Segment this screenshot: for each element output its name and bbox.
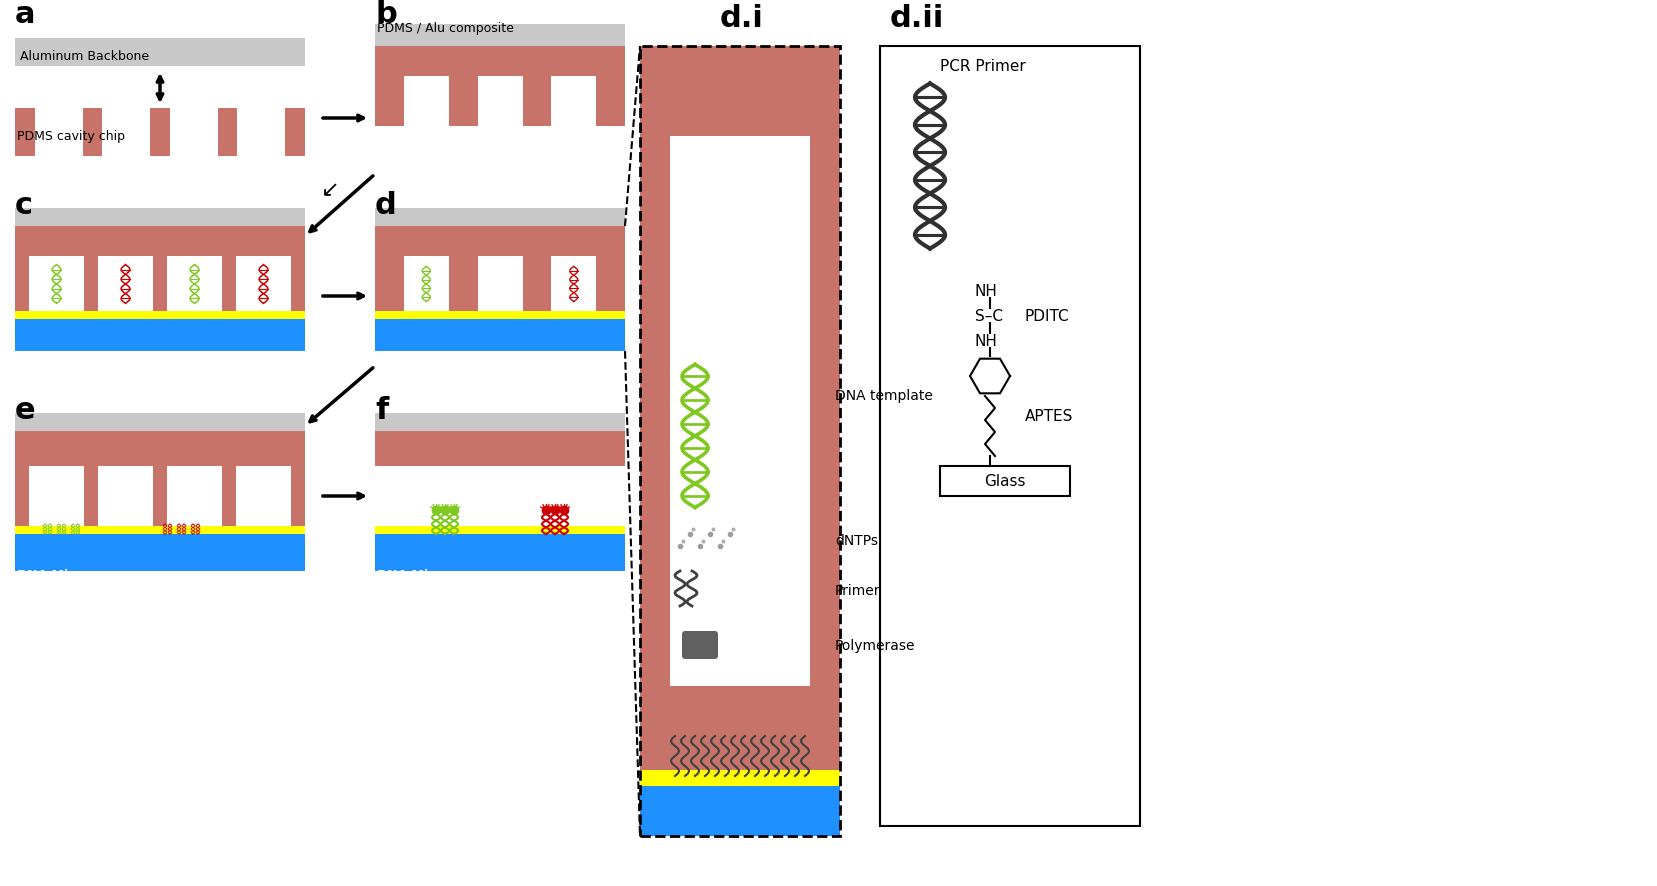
- Bar: [374, 76, 625, 126]
- Bar: [30, 466, 85, 526]
- Bar: [374, 534, 625, 571]
- Bar: [640, 46, 840, 836]
- Bar: [374, 208, 625, 226]
- Bar: [880, 46, 1140, 826]
- Bar: [640, 770, 840, 786]
- Bar: [30, 256, 85, 311]
- Bar: [15, 208, 305, 226]
- Bar: [237, 108, 285, 156]
- Text: PDITC: PDITC: [1026, 308, 1070, 323]
- Bar: [167, 466, 222, 526]
- Bar: [15, 226, 305, 256]
- Bar: [15, 311, 305, 319]
- Text: PCR Primer: PCR Primer: [940, 58, 1026, 74]
- Bar: [15, 431, 305, 466]
- Bar: [374, 526, 625, 534]
- Bar: [374, 311, 625, 319]
- Bar: [669, 136, 810, 686]
- Bar: [167, 256, 222, 311]
- Text: c: c: [15, 191, 33, 220]
- Bar: [374, 256, 625, 311]
- Text: dNTPs: dNTPs: [835, 534, 878, 548]
- Bar: [374, 226, 625, 256]
- Bar: [374, 413, 625, 431]
- Text: PDMS / Alu composite: PDMS / Alu composite: [378, 21, 514, 35]
- Text: PDMS cavity chip: PDMS cavity chip: [17, 129, 124, 143]
- Text: ↙: ↙: [321, 180, 340, 200]
- Bar: [640, 786, 840, 836]
- Text: Polymerase: Polymerase: [835, 639, 916, 653]
- Bar: [477, 76, 522, 126]
- Text: DNA template: DNA template: [835, 389, 933, 403]
- Text: b: b: [374, 0, 396, 29]
- Text: DNA Microarray: DNA Microarray: [378, 570, 487, 582]
- Bar: [374, 431, 625, 466]
- Text: d.ii: d.ii: [890, 4, 944, 33]
- Text: f: f: [374, 396, 388, 425]
- Bar: [103, 108, 151, 156]
- Bar: [552, 256, 597, 311]
- Bar: [235, 466, 292, 526]
- Text: Primer: Primer: [835, 584, 880, 598]
- Text: e: e: [15, 396, 35, 425]
- Bar: [404, 256, 449, 311]
- Bar: [552, 76, 597, 126]
- FancyBboxPatch shape: [683, 631, 717, 659]
- Bar: [235, 256, 292, 311]
- Text: Aluminum Backbone: Aluminum Backbone: [20, 50, 149, 63]
- Bar: [98, 256, 152, 311]
- Bar: [940, 466, 1070, 496]
- Bar: [169, 108, 217, 156]
- Text: d.i: d.i: [721, 4, 764, 33]
- Text: APTES: APTES: [1026, 408, 1074, 424]
- Text: NH: NH: [974, 333, 998, 348]
- Text: S–C: S–C: [974, 308, 1002, 323]
- Text: d: d: [374, 191, 396, 220]
- Bar: [15, 413, 305, 431]
- Bar: [15, 38, 305, 66]
- Bar: [640, 46, 840, 836]
- Text: Glass: Glass: [984, 473, 1026, 488]
- Bar: [15, 108, 305, 156]
- Bar: [15, 526, 305, 534]
- Text: NH: NH: [974, 284, 998, 299]
- Bar: [98, 466, 152, 526]
- Bar: [15, 256, 305, 311]
- Bar: [477, 256, 522, 311]
- Bar: [15, 319, 305, 351]
- Bar: [374, 319, 625, 351]
- Bar: [15, 534, 305, 571]
- Bar: [374, 24, 625, 46]
- Bar: [404, 76, 449, 126]
- Bar: [35, 108, 83, 156]
- Bar: [15, 466, 305, 526]
- Text: DNA Microarray: DNA Microarray: [17, 570, 128, 582]
- Bar: [374, 46, 625, 76]
- Text: a: a: [15, 0, 35, 29]
